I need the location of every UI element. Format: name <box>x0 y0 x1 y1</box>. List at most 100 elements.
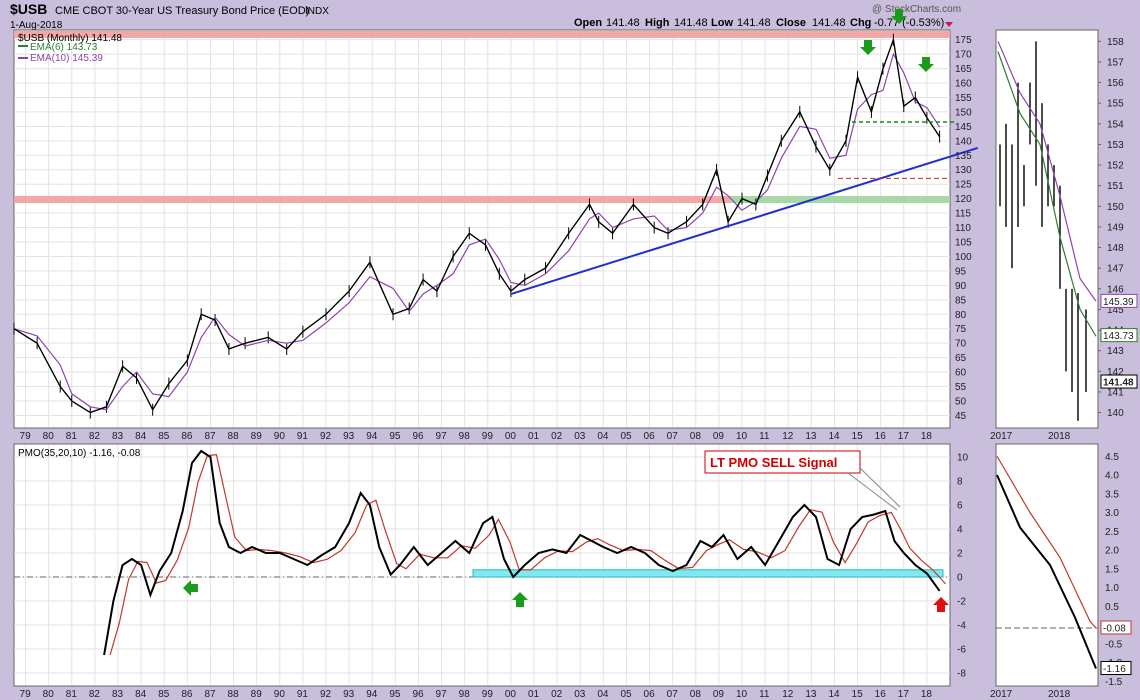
x-tick-label: 88 <box>228 689 240 700</box>
x-tick-label: 17 <box>898 689 910 700</box>
pmo-tick-label: -8 <box>957 669 966 680</box>
x-tick-label: 17 <box>898 431 910 442</box>
x-tick-label: 09 <box>713 431 725 442</box>
inset-price-panel: 1401411421431441451461471481491501511521… <box>990 29 1138 442</box>
x-tick-label: 04 <box>597 689 609 700</box>
x-tick-label: 82 <box>89 689 101 700</box>
inset-x-tick-label: 2018 <box>1048 689 1071 700</box>
x-axis-top: 79 80 81 82 83 84 85 86 87 88 89 90 91 92 93 94 95 96 97 98… <box>20 431 933 442</box>
x-tick-label: 79 <box>20 431 32 442</box>
inset-ema6-label-box <box>1100 328 1138 343</box>
pmo-line <box>103 449 941 656</box>
x-tick-label: 94 <box>366 689 378 700</box>
signal-arrows <box>183 9 949 612</box>
inset-pmo-tick-label: 4.0 <box>1105 471 1119 482</box>
price-tick-label: 65 <box>955 353 967 364</box>
x-tick-label: 05 <box>620 431 632 442</box>
inset-price-tick-label: 150 <box>1107 202 1124 213</box>
inset-pmo-tick-label: 3.5 <box>1105 489 1119 500</box>
x-tick-label: 79 <box>20 689 32 700</box>
security-name: CME CBOT 30-Year US Treasury Bond Price … <box>55 5 309 17</box>
low-value: 141.48 <box>737 17 771 29</box>
price-tick-label: 135 <box>955 151 972 162</box>
x-tick-label: 90 <box>274 431 286 442</box>
price-tick-label: 110 <box>955 223 971 234</box>
inset-ema6 <box>997 51 1097 337</box>
x-tick-label: 98 <box>459 431 471 442</box>
inset-pmo-tick-label: 1.5 <box>1105 564 1119 575</box>
inset-pmo-panel: 4.54.03.53.02.52.01.51.00.50.0-0.5-1.0-1… <box>990 443 1132 700</box>
inset-x-tick-label: 2018 <box>1048 431 1071 442</box>
green-down-arrow-icon <box>891 9 907 24</box>
x-tick-label: 14 <box>828 431 840 442</box>
open-label: Open <box>574 17 602 29</box>
x-tick-label: 96 <box>412 689 424 700</box>
inset-price-tick-label: 156 <box>1107 78 1124 89</box>
green-left-arrow-icon <box>183 580 198 596</box>
inset-pmo-tick-label: -1.5 <box>1105 677 1123 688</box>
x-tick-label: 01 <box>528 689 540 700</box>
inset-x-tick-label: 2017 <box>990 431 1013 442</box>
close-value: 141.48 <box>812 17 846 29</box>
price-tick-label: 75 <box>955 324 967 335</box>
x-tick-label: 02 <box>551 431 563 442</box>
price-tick-label: 70 <box>955 339 967 350</box>
inset-price-tick-label: 151 <box>1107 181 1124 192</box>
x-tick-label: 03 <box>574 431 586 442</box>
x-tick-label: 83 <box>112 689 124 700</box>
pmo-tick-label: 6 <box>957 501 963 512</box>
inset-price-tick-label: 152 <box>1107 161 1124 172</box>
x-tick-label: 82 <box>89 431 101 442</box>
pmo-legend: PMO(35,20,10) -1.16, -0.08 <box>18 448 141 459</box>
inset-price-tick-label: 148 <box>1107 243 1124 254</box>
callout-pointer-lower <box>847 472 898 511</box>
inset-pmo-tick-label: 0.5 <box>1105 602 1119 613</box>
x-tick-label: 87 <box>204 431 216 442</box>
inset-signal-label-box <box>1100 620 1132 635</box>
x-tick-label: 97 <box>436 689 448 700</box>
x-tick-label: 07 <box>667 689 679 700</box>
x-tick-label: 83 <box>112 431 124 442</box>
green-down-arrow-icon <box>860 40 876 55</box>
inset-price-tick-label: 145 <box>1107 305 1124 316</box>
price-tick-label: 95 <box>955 266 967 277</box>
x-tick-label: 08 <box>690 431 702 442</box>
pmo-tick-label: 8 <box>957 477 963 488</box>
x-tick-label: 14 <box>828 689 840 700</box>
pmo-callout: LT PMO SELL Signal <box>704 450 901 511</box>
inset-pmo-axis: 4.54.03.53.02.52.01.51.00.50.0-0.5-1.0-1… <box>990 452 1132 700</box>
inset-price-tick-label: 153 <box>1107 140 1124 151</box>
x-tick-label: 03 <box>574 689 586 700</box>
x-tick-label: 18 <box>921 689 933 700</box>
x-tick-label: 88 <box>228 431 240 442</box>
pmo-tick-label: -4 <box>957 621 966 632</box>
inset-price-tick-label: 146 <box>1107 284 1124 295</box>
inset-ema10-label: 145.39 <box>1103 297 1134 308</box>
inset-price-tick-label: 157 <box>1107 57 1124 68</box>
inset-pmo-tick-label: 2.0 <box>1105 546 1119 557</box>
price-tick-label: 120 <box>955 194 972 205</box>
support-band-green <box>730 196 950 203</box>
price-tick-label: 155 <box>955 93 972 104</box>
price-tick-label: 130 <box>955 165 972 176</box>
price-y-axis: 45 50 55 60 65 70 75 80 85 90 95 100 105 110 115 120 125… <box>955 35 972 422</box>
x-tick-label: 01 <box>528 431 540 442</box>
x-tick-label: 99 <box>482 689 494 700</box>
high-value: 141.48 <box>674 17 708 29</box>
x-tick-label: 16 <box>875 689 887 700</box>
x-tick-label: 85 <box>158 689 170 700</box>
x-tick-label: 94 <box>366 431 378 442</box>
high-label: High <box>645 17 670 29</box>
x-tick-label: 16 <box>875 431 887 442</box>
x-tick-label: 91 <box>297 689 309 700</box>
x-tick-label: 95 <box>389 689 401 700</box>
x-tick-label: 93 <box>343 431 355 442</box>
price-legend: $USB (Monthly) 141.48 EMA(6) 143.73 EMA(… <box>18 33 122 64</box>
inset-price-tick-label: 149 <box>1107 222 1124 233</box>
pmo-tick-label: 0 <box>957 573 963 584</box>
inset-price-tick-label: 155 <box>1107 99 1124 110</box>
inset-pmo-series <box>996 455 1098 669</box>
pmo-tick-label: 2 <box>957 549 963 560</box>
price-tick-label: 175 <box>955 35 972 46</box>
inset-price-tick-label: 147 <box>1107 264 1124 275</box>
